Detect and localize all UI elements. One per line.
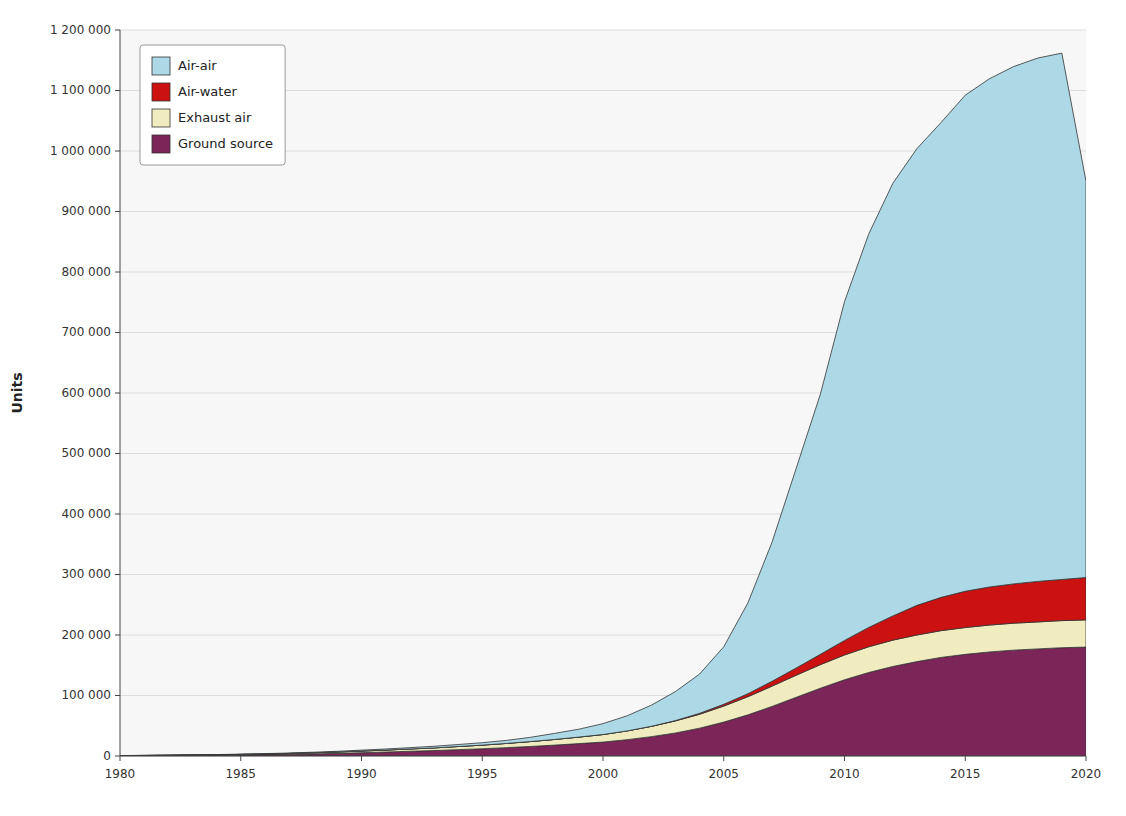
y-tick-label: 200 000 xyxy=(61,628,111,642)
plot-background xyxy=(120,30,1086,756)
x-tick-label: 2000 xyxy=(588,767,619,781)
legend-swatch xyxy=(152,135,170,153)
y-tick xyxy=(115,211,120,212)
legend-label: Ground source xyxy=(178,136,273,151)
y-tick xyxy=(115,453,120,454)
x-tick-label: 1985 xyxy=(225,767,256,781)
x-tick xyxy=(120,756,121,761)
grid xyxy=(120,30,1086,756)
legend-label: Air-air xyxy=(178,58,217,73)
x-tick-label: 2010 xyxy=(829,767,860,781)
y-axis-label: Units xyxy=(9,372,25,413)
axes: 0 100 000 200 000 300 000 400 000 500 000 600 … xyxy=(50,23,1101,782)
chart: 0 100 000 200 000 300 000 400 000 500 000 600 … xyxy=(0,0,1126,816)
legend-label: Exhaust air xyxy=(178,110,252,125)
legend-swatch xyxy=(152,109,170,127)
y-tick xyxy=(115,151,120,152)
y-tick xyxy=(115,272,120,273)
y-tick-label: 1 200 000 xyxy=(50,23,111,37)
legend-swatch xyxy=(152,83,170,101)
y-tick-label: 100 000 xyxy=(61,688,111,702)
y-tick-label: 1 100 000 xyxy=(50,83,111,97)
x-tick xyxy=(482,756,483,761)
grid-line xyxy=(120,30,1086,31)
x-tick xyxy=(240,756,241,761)
x-tick xyxy=(603,756,604,761)
y-tick xyxy=(115,393,120,394)
x-tick-label: 1990 xyxy=(346,767,377,781)
x-tick-label: 1995 xyxy=(467,767,498,781)
y-tick-label: 0 xyxy=(103,749,111,763)
x-tick xyxy=(361,756,362,761)
x-tick xyxy=(965,756,966,761)
legend-swatch xyxy=(152,57,170,75)
x-tick xyxy=(1086,756,1087,761)
legend-box xyxy=(140,45,285,165)
x-tick xyxy=(723,756,724,761)
x-tick-label: 2020 xyxy=(1071,767,1102,781)
y-tick-label: 900 000 xyxy=(61,204,111,218)
y-tick-label: 800 000 xyxy=(61,265,111,279)
y-tick-label: 1 000 000 xyxy=(50,144,111,158)
y-tick xyxy=(115,756,120,757)
y-tick xyxy=(115,514,120,515)
y-tick-label: 500 000 xyxy=(61,446,111,460)
area xyxy=(120,620,1086,756)
y-tick xyxy=(115,695,120,696)
y-tick xyxy=(115,635,120,636)
y-tick xyxy=(115,574,120,575)
x-tick-label: 2015 xyxy=(950,767,981,781)
y-tick xyxy=(115,90,120,91)
legend-label: Air-water xyxy=(178,84,237,99)
y-tick-label: 400 000 xyxy=(61,507,111,521)
legend: Air-air Air-water Exhaust air Ground source xyxy=(140,45,285,165)
x-tick xyxy=(844,756,845,761)
y-tick-label: 600 000 xyxy=(61,386,111,400)
y-tick-label: 700 000 xyxy=(61,325,111,339)
y-tick xyxy=(115,332,120,333)
y-tick xyxy=(115,30,120,31)
y-tick-label: 300 000 xyxy=(61,567,111,581)
x-tick-label: 2005 xyxy=(708,767,739,781)
x-tick-label: 1980 xyxy=(105,767,136,781)
